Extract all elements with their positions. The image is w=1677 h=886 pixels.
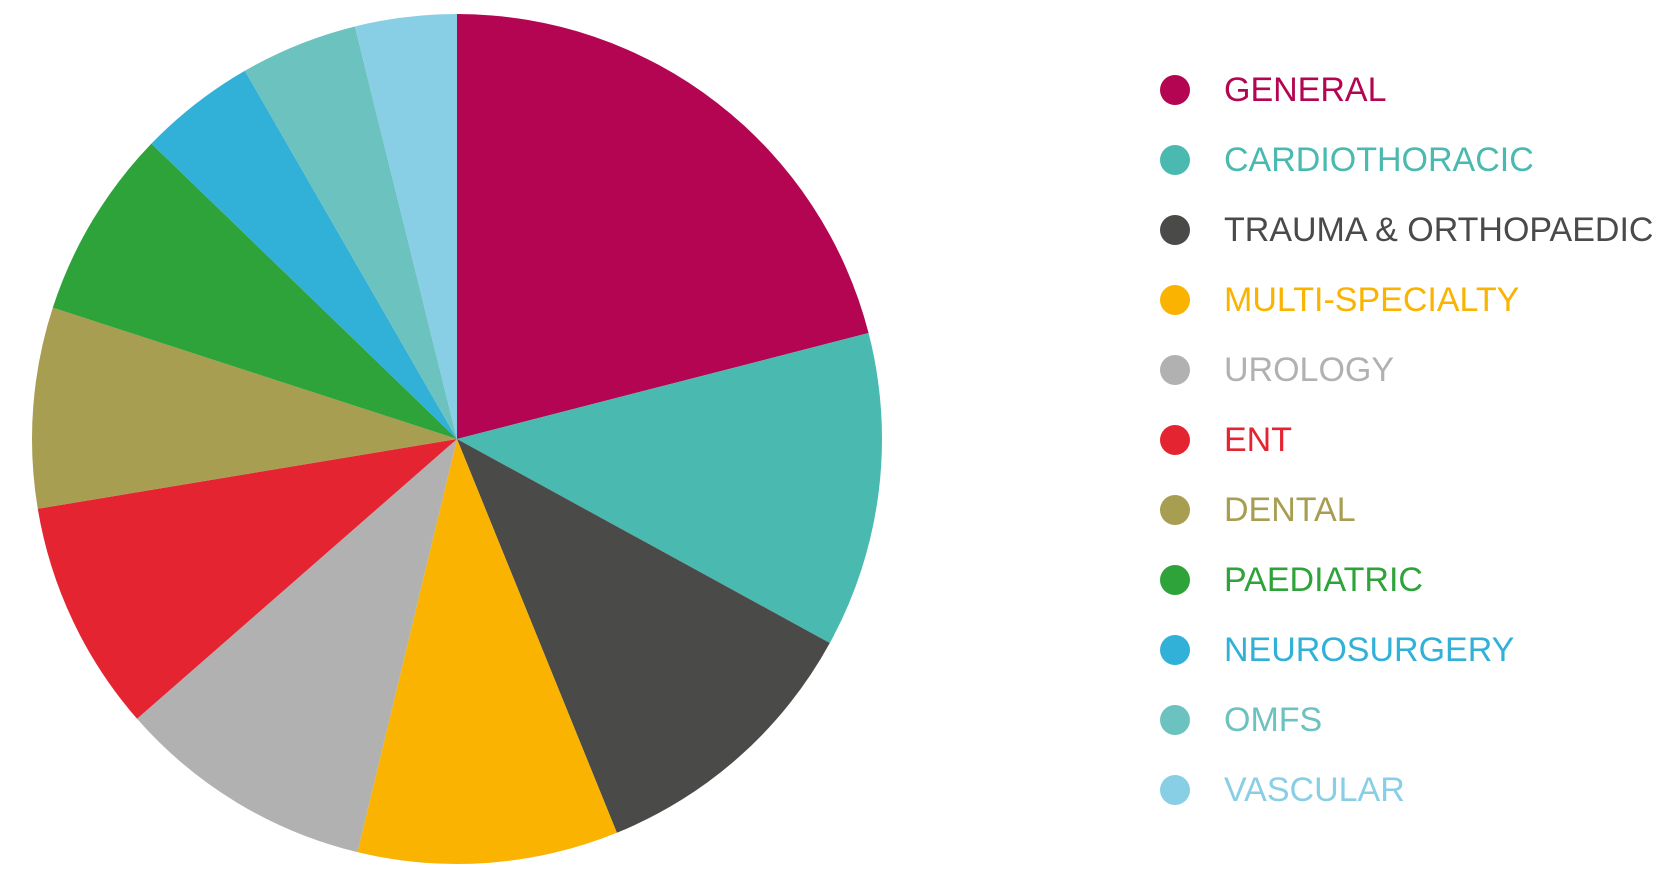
pie-slice-cardiothoracic [457,333,882,644]
pie-slice-urology [137,439,457,853]
legend-swatch [1160,775,1190,805]
legend-swatch [1160,635,1190,665]
legend-label: ENT [1224,420,1292,459]
legend-swatch [1160,425,1190,455]
legend-item: PAEDIATRIC [1160,545,1653,615]
legend-item: DENTAL [1160,475,1653,545]
legend-label: TRAUMA & ORTHOPAEDIC [1224,210,1654,249]
legend-swatch [1160,285,1190,315]
legend-label: OMFS [1224,700,1323,739]
pie-slice-multi-specialty [357,439,617,865]
pie-slice-paediatric [52,143,458,439]
legend-item: ENT [1160,405,1653,475]
legend-item: GENERAL [1160,55,1653,125]
legend-swatch [1160,495,1190,525]
legend-label: VASCULAR [1224,770,1405,809]
pie-slice-ent [37,439,457,719]
legend-swatch [1160,75,1190,105]
legend-label: DENTAL [1224,490,1356,529]
pie-slice-dental [31,307,457,509]
pie-slice-general [457,14,869,439]
pie-slice-omfs [244,26,457,439]
legend-swatch [1160,565,1190,595]
legend-label: GENERAL [1224,70,1387,109]
legend-swatch [1160,215,1190,245]
legend-item: VASCULAR [1160,755,1653,825]
legend-item: UROLOGY [1160,335,1653,405]
legend-swatch [1160,145,1190,175]
legend-item: OMFS [1160,685,1653,755]
legend-label: UROLOGY [1224,350,1395,389]
legend-label: PAEDIATRIC [1224,560,1423,599]
legend-swatch [1160,355,1190,385]
legend-swatch [1160,705,1190,735]
pie-slice-trauma-orthopaedic [457,439,830,833]
legend-item: CARDIOTHORACIC [1160,125,1653,195]
chart-legend: GENERAL CARDIOTHORACIC TRAUMA & ORTHOPAEDI… [1160,55,1653,825]
legend-label: NEUROSURGERY [1224,630,1515,669]
pie-slice-neurosurgery [151,70,457,439]
pie-chart [31,14,882,865]
legend-item: NEUROSURGERY [1160,615,1653,685]
legend-label: CARDIOTHORACIC [1224,140,1534,179]
legend-label: MULTI-SPECIALTY [1224,280,1520,319]
legend-item: TRAUMA & ORTHOPAEDIC [1160,195,1653,265]
pie-slice-vascular [354,14,457,439]
legend-item: MULTI-SPECIALTY [1160,265,1653,335]
